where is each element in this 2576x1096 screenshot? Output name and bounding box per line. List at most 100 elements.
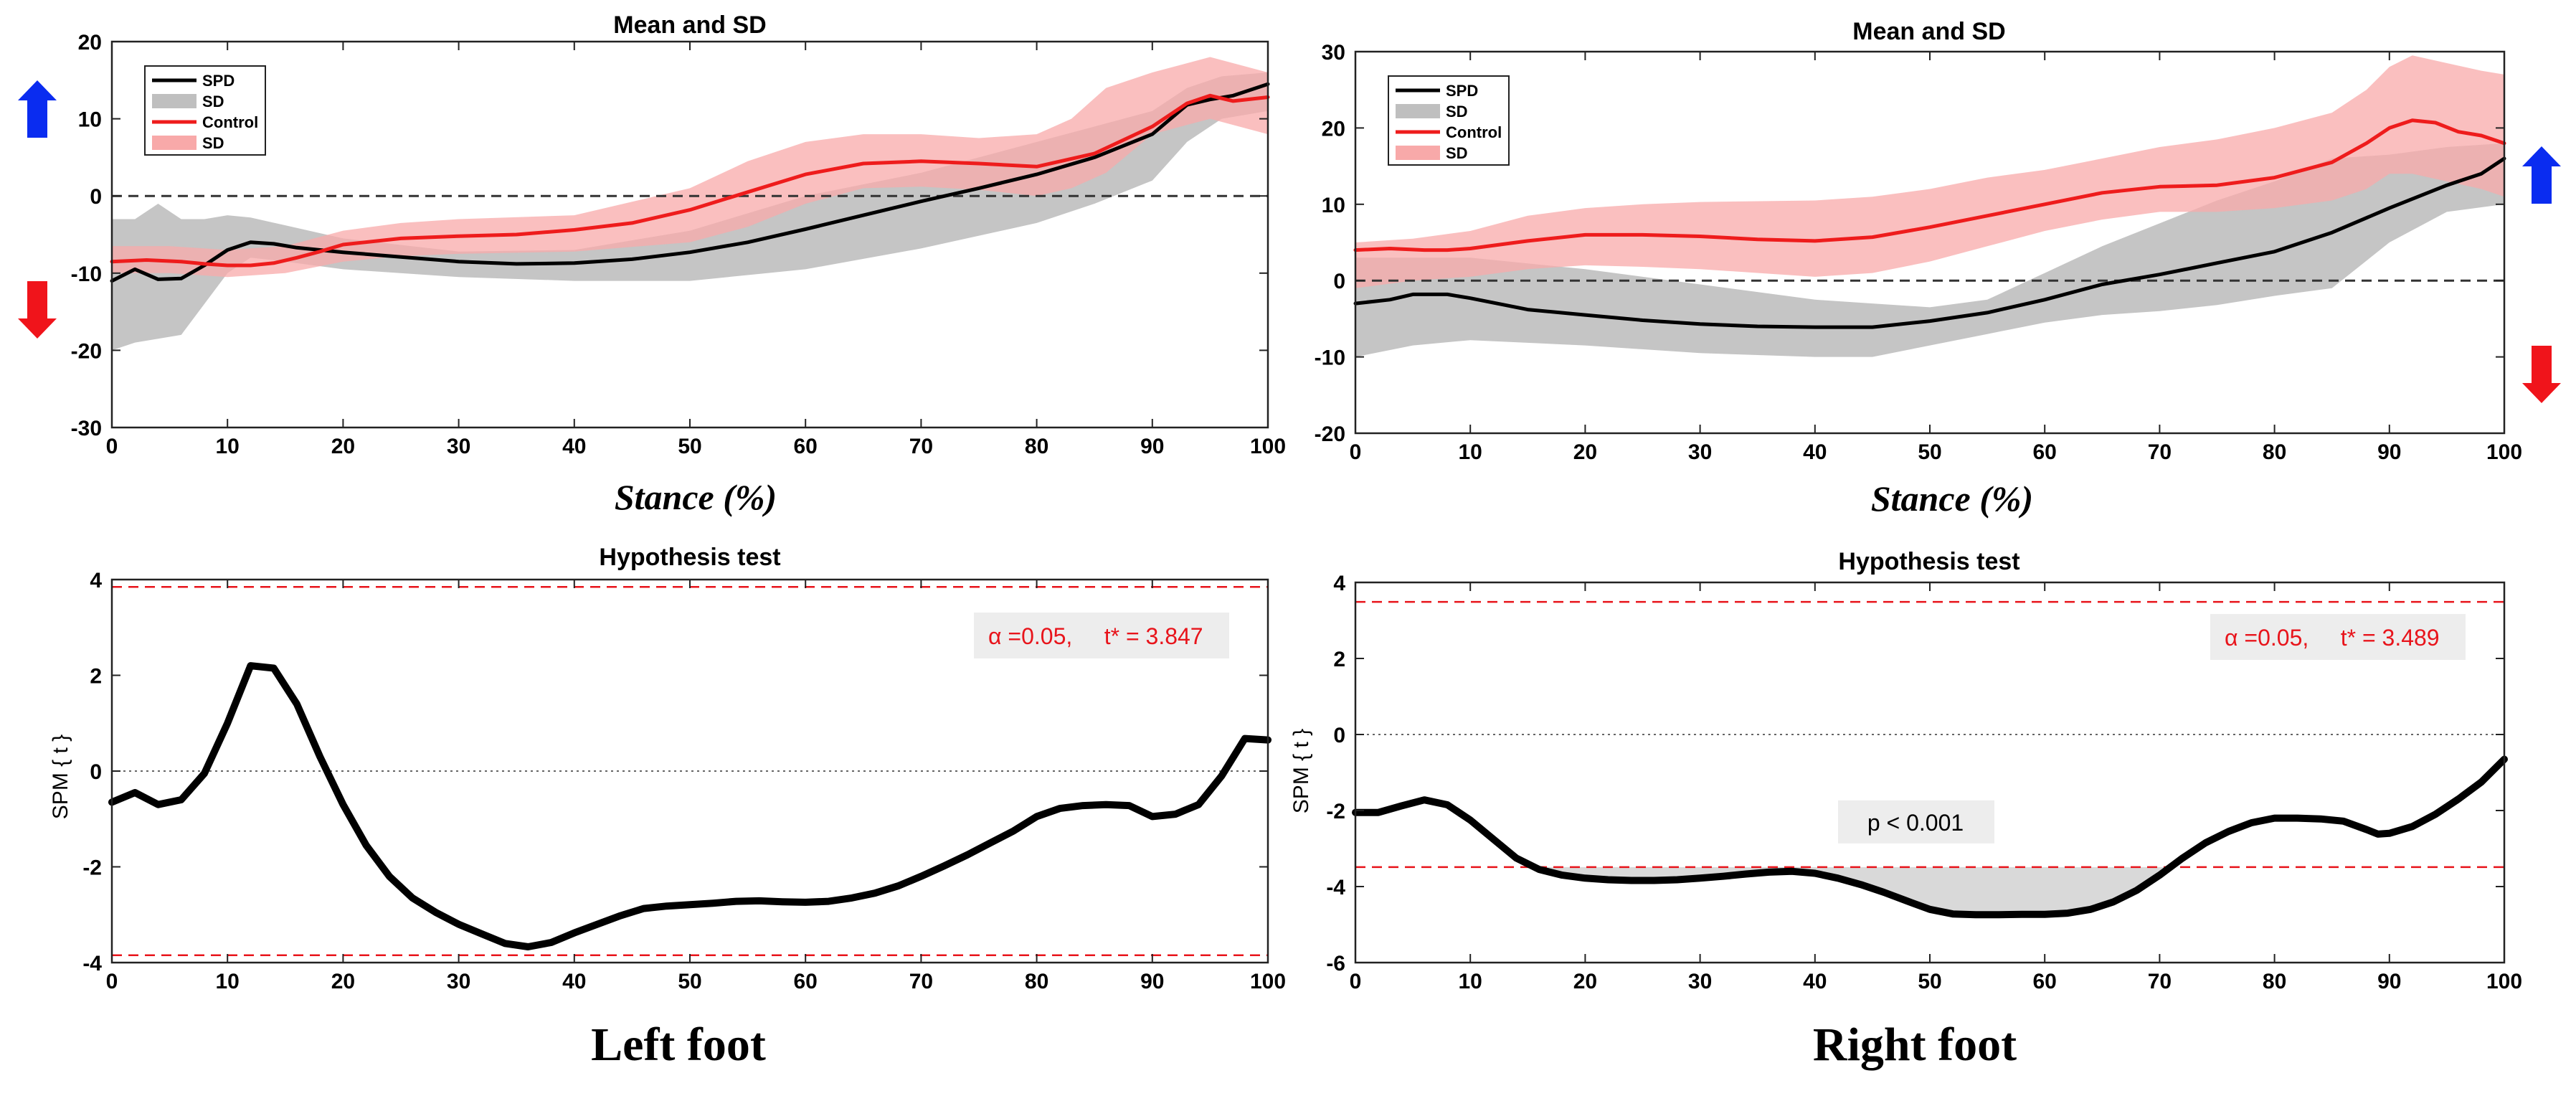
right-spm-cluster-label-box (1837, 800, 1994, 844)
left-mean-ytick-label: -10 (71, 263, 102, 286)
left-mean-xtick-label: 60 (794, 435, 818, 458)
left-mean-legend-label: SD (202, 93, 224, 110)
left-mean-xtick-label: 20 (331, 435, 355, 458)
right-mean-xlabel: Stance (%) (1871, 478, 2033, 519)
left-foot-caption: Left foot (591, 1019, 766, 1071)
left-mean-spd-sd-band (112, 72, 1268, 351)
red-down-arrow-icon (18, 281, 57, 339)
blue-up-arrow-icon (18, 80, 57, 138)
left-mean-xtick-label: 90 (1140, 435, 1164, 458)
right-mean-xtick-label: 90 (2377, 440, 2401, 464)
right-mean-title: Mean and SD (1852, 18, 2005, 45)
right-mean-legend-swatch-patch (1396, 104, 1440, 118)
left-spm-title: Hypothesis test (599, 544, 780, 571)
left-spm-xtick-label: 60 (794, 970, 818, 993)
right-spm-ylabel: SPM { t } (1289, 729, 1313, 813)
right-spm-xtick-label: 0 (1350, 970, 1362, 993)
right-mean-xtick-label: 70 (2148, 440, 2172, 464)
right-mean-xtick-label: 40 (1803, 440, 1827, 464)
left-spm-ytick-label: -2 (82, 856, 102, 880)
right-spm-significant-cluster (1534, 866, 2171, 915)
left-spm-xtick-label: 10 (216, 970, 240, 993)
right-mean-legend-label: Control (1446, 123, 1502, 141)
right-mean-xtick-label: 0 (1350, 440, 1362, 464)
red-down-arrow-icon (2522, 346, 2561, 403)
left-mean-ytick-label: 0 (90, 185, 102, 209)
left-spm-ylabel: SPM { t } (49, 734, 72, 819)
right-mean-spd-sd-band (1355, 143, 2504, 357)
left-spm-xtick-label: 100 (1250, 970, 1286, 993)
right-mean-xtick-label: 20 (1573, 440, 1597, 464)
right-spm-annotation-text: α =0.05, t* = 3.489 (2225, 625, 2440, 651)
right-spm-ytick-label: 2 (1333, 648, 1345, 671)
left-mean-xtick-label: 0 (106, 435, 118, 458)
left-spm-xtick-label: 40 (562, 970, 586, 993)
right-mean-ytick-label: 0 (1333, 270, 1345, 293)
right-spm-xtick-label: 80 (2263, 970, 2286, 993)
right-mean-ytick-label: -20 (1315, 422, 1345, 446)
left-mean-title: Mean and SD (613, 11, 766, 39)
right-spm-annotation-box (2210, 614, 2466, 660)
right-mean-xtick-label: 50 (1918, 440, 1941, 464)
left-spm-annotation-box (974, 613, 1229, 658)
left-mean-xtick-label: 40 (562, 435, 586, 458)
right-mean-xtick-label: 30 (1688, 440, 1712, 464)
left-mean-legend-swatch-patch (152, 136, 196, 150)
right-spm-ytick-label: -4 (1326, 876, 1345, 899)
right-spm-ytick-label: 4 (1333, 572, 1345, 595)
left-mean-legend-label: SD (202, 134, 224, 152)
right-mean-legend: SPD SD Control SD (1388, 75, 1510, 166)
right-mean-control-sd-band (1355, 55, 2504, 288)
right-mean-ytick-label: 30 (1322, 41, 1345, 65)
right-spm-panel: Hypothesis test SPM { t } 0 10 20 30 40 50 60 7… (1289, 548, 2522, 993)
right-spm-xtick-label: 30 (1688, 970, 1712, 993)
left-spm-xtick-label: 30 (447, 970, 470, 993)
right-mean-legend-label: SD (1446, 103, 1468, 121)
right-spm-ytick-label: -6 (1326, 952, 1345, 975)
right-mean-plot-area: 0 10 20 30 40 50 60 70 80 90 100 -20 -10 0 10 20 30 (1315, 41, 2522, 464)
right-spm-xtick-label: 70 (2148, 970, 2172, 993)
left-mean-ytick-label: 20 (78, 31, 102, 55)
right-spm-spm-curve (1352, 755, 2508, 919)
left-mean-plot-area: 0 10 20 30 40 50 60 70 80 90 100 -30 -20 -10 0 10 20 (71, 31, 1286, 458)
right-mean-legend-label: SD (1446, 144, 1468, 162)
left-mean-xtick-label: 50 (678, 435, 701, 458)
right-mean-spd-mean-line (1353, 156, 2506, 329)
right-mean-xtick-label: 60 (2033, 440, 2057, 464)
right-spm-ytick-label: 0 (1333, 724, 1345, 747)
left-spm-ytick-label: 0 (90, 760, 102, 784)
right-mean-xtick-label: 10 (1459, 440, 1482, 464)
right-mean-legend-label: SPD (1446, 82, 1478, 100)
left-mean-xtick-label: 80 (1025, 435, 1048, 458)
left-mean-ytick-label: -30 (71, 417, 102, 440)
right-spm-title: Hypothesis test (1838, 548, 2019, 575)
left-mean-legend: SPD SD Control SD (144, 65, 266, 156)
left-mean-legend-label: Control (202, 113, 258, 131)
left-spm-xtick-label: 20 (331, 970, 355, 993)
right-mean-xtick-label: 100 (2486, 440, 2522, 464)
right-spm-xtick-label: 100 (2486, 970, 2522, 993)
right-spm-xtick-label: 20 (1573, 970, 1597, 993)
right-spm-xtick-label: 60 (2033, 970, 2057, 993)
right-mean-xtick-label: 80 (2263, 440, 2286, 464)
right-mean-ytick-label: 10 (1322, 194, 1345, 217)
right-mean-legend-swatch-patch (1396, 146, 1440, 160)
right-mean-ytick-label: -10 (1315, 346, 1345, 370)
right-spm-ytick-label: -2 (1326, 800, 1345, 823)
left-mean-xtick-label: 100 (1250, 435, 1286, 458)
left-spm-ytick-label: -4 (82, 952, 102, 975)
right-foot-caption: Right foot (1813, 1019, 2017, 1071)
left-spm-ytick-label: 2 (90, 665, 102, 689)
left-spm-panel: Hypothesis test SPM { t } 0 10 20 30 40 50 60 7… (49, 544, 1286, 993)
left-mean-legend-label: SPD (202, 72, 235, 90)
left-mean-panel: Mean and SD Stance (%) 0 10 20 30 40 50 60 70 80… (18, 11, 1286, 517)
left-spm-xtick-label: 70 (909, 970, 933, 993)
left-spm-xtick-label: 80 (1025, 970, 1048, 993)
left-mean-ytick-label: -20 (71, 339, 102, 363)
left-spm-spm-curve (108, 662, 1272, 950)
right-spm-xtick-label: 40 (1803, 970, 1827, 993)
left-mean-xtick-label: 30 (447, 435, 470, 458)
right-spm-cluster-label: p < 0.001 (1867, 810, 1964, 836)
left-mean-xtick-label: 70 (909, 435, 933, 458)
